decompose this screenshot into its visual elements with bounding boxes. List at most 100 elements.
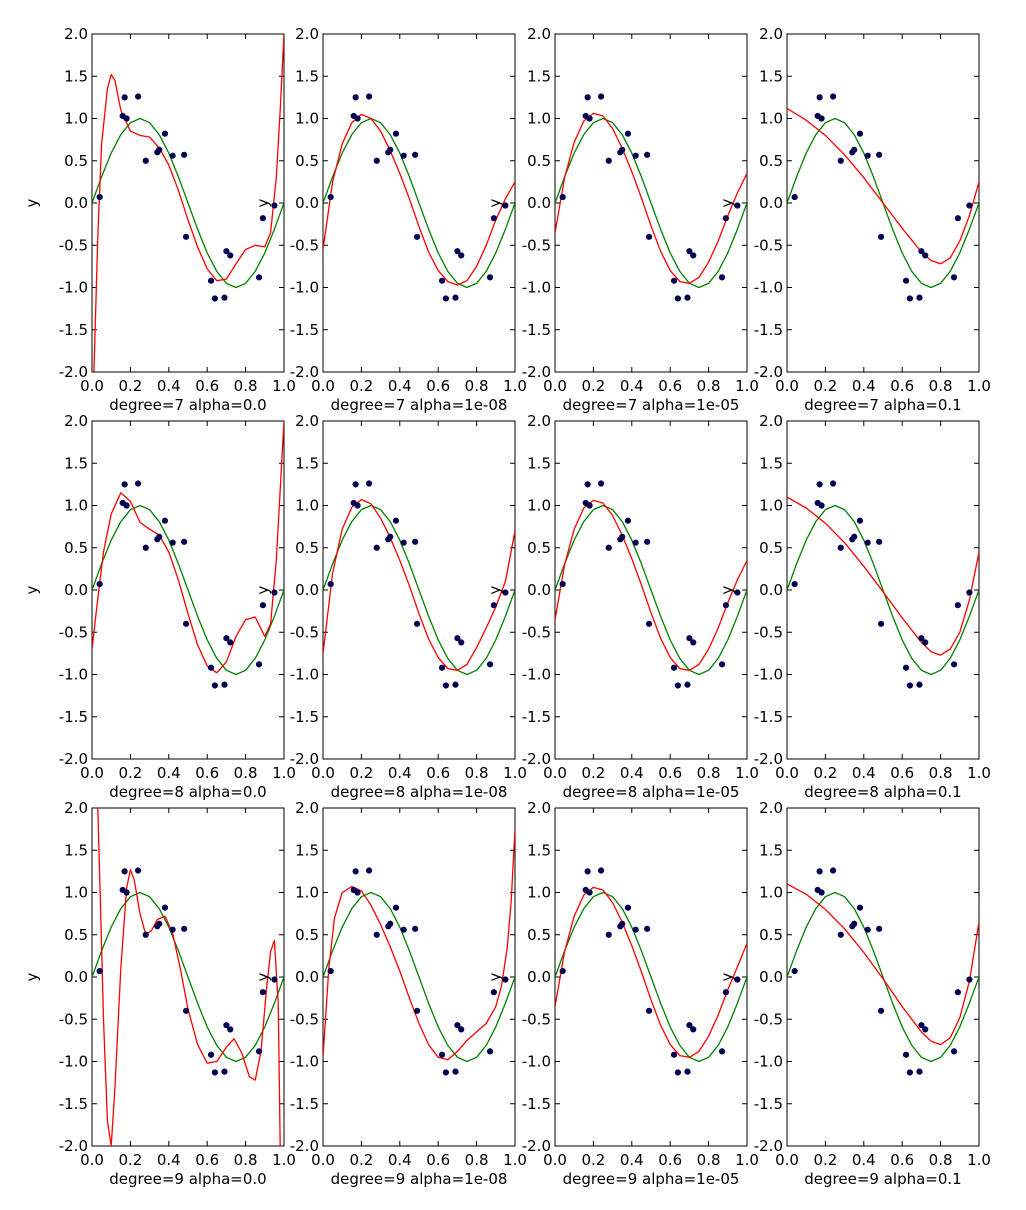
x-tick-label: 0.4	[620, 764, 644, 782]
y-tick-label: 0.5	[295, 539, 319, 557]
x-tick-label: 0.6	[195, 377, 219, 395]
data-point	[816, 868, 823, 875]
x-tick-label: 0.4	[388, 1151, 412, 1169]
x-tick-label: 0.2	[349, 377, 373, 395]
data-point	[722, 602, 729, 609]
data-point	[966, 976, 973, 983]
data-point	[718, 1048, 726, 1055]
data-point	[864, 926, 871, 933]
data-point	[876, 925, 883, 932]
x-tick-label: 0.0	[775, 764, 799, 782]
data-point	[686, 248, 693, 255]
data-point	[954, 215, 961, 222]
x-tick-label: 0.4	[852, 764, 876, 782]
y-tick-label: 0.0	[295, 194, 319, 212]
data-point	[674, 682, 681, 689]
x-tick-label: 0.8	[234, 377, 258, 395]
data-point	[916, 1068, 923, 1075]
y-tick-label: 1.0	[64, 884, 88, 902]
data-point	[96, 580, 103, 588]
y-tick-label: 2.0	[295, 412, 319, 430]
y-tick-label: 1.5	[64, 454, 88, 472]
y-tick-label: 0.0	[527, 194, 551, 212]
data-point	[718, 274, 726, 281]
y-tick-label: -1.5	[59, 321, 88, 339]
x-tick-label: 0.6	[890, 764, 914, 782]
data-point	[502, 589, 509, 596]
plot-area	[787, 480, 979, 689]
fitted-curve-line	[92, 421, 284, 674]
data-point	[121, 481, 128, 488]
y-tick-label: -1.5	[59, 1095, 88, 1113]
x-tick-label: 0.2	[813, 764, 837, 782]
data-point	[586, 889, 593, 896]
true-function-line	[92, 117, 284, 289]
x-tick-label: 0.0	[80, 764, 104, 782]
data-point	[632, 539, 639, 546]
data-point	[864, 152, 871, 159]
data-point	[559, 580, 566, 588]
data-point	[400, 152, 407, 159]
subplot: 0.0 0.2 0.4 0.6 0.8 1.0-2.0-1.5-1.0-0.50.00.5…	[486, 412, 759, 801]
data-point	[327, 193, 334, 201]
data-point	[442, 295, 449, 302]
y-tick-label: 1.0	[759, 110, 783, 128]
y-tick-label: 0.5	[527, 539, 551, 557]
y-tick-label: 1.0	[64, 110, 88, 128]
y-tick-label: 1.0	[295, 110, 319, 128]
x-tick-label: 1.0	[503, 1151, 527, 1169]
data-point	[922, 639, 929, 646]
data-point	[644, 925, 651, 932]
y-tick-label: 0.5	[759, 539, 783, 557]
x-tick-label: 1.0	[967, 1151, 991, 1169]
y-tick-label: 0.0	[759, 194, 783, 212]
y-tick-label: 1.5	[759, 67, 783, 85]
data-point	[734, 202, 741, 209]
x-tick-label: 0.8	[697, 1151, 721, 1169]
data-point	[392, 904, 400, 911]
y-tick-label: -2.0	[754, 750, 783, 768]
data-point	[207, 1051, 215, 1058]
data-point	[902, 1051, 910, 1058]
data-point	[181, 538, 188, 545]
y-tick-label: -1.0	[754, 666, 783, 684]
data-point	[161, 517, 169, 524]
true-function-line	[92, 504, 284, 676]
y-tick-label: 0.0	[295, 581, 319, 599]
x-axis-label: degree=7 alpha=0.0	[109, 396, 266, 414]
data-point	[142, 544, 149, 551]
x-tick-label: 0.8	[465, 377, 489, 395]
x-tick-label: 0.0	[80, 1151, 104, 1169]
data-point	[876, 151, 883, 158]
y-tick-label: -1.0	[522, 666, 551, 684]
y-axis-label: y	[254, 198, 272, 207]
subplot: 0.0 0.2 0.4 0.6 0.8 1.0-2.0-1.5-1.0-0.50.00.5…	[254, 412, 527, 801]
data-point	[877, 620, 885, 627]
data-point	[142, 157, 149, 164]
y-tick-label: 2.0	[527, 412, 551, 430]
data-point	[182, 233, 190, 240]
data-point	[413, 1007, 421, 1014]
y-axis-label: y	[486, 972, 504, 981]
data-point	[365, 480, 373, 487]
data-point	[686, 635, 693, 642]
y-tick-label: 2.0	[759, 799, 783, 817]
data-point	[373, 931, 380, 938]
data-point	[400, 539, 407, 546]
data-point	[722, 215, 729, 222]
y-tick-label: -0.5	[59, 1010, 88, 1028]
data-point	[791, 967, 798, 975]
data-point	[851, 533, 858, 540]
data-point	[597, 867, 605, 874]
x-tick-label: 0.6	[890, 377, 914, 395]
subplot: 0.0 0.2 0.4 0.6 0.8 1.0-2.0-1.5-1.0-0.50.00.5…	[486, 25, 759, 414]
data-point	[458, 1026, 465, 1033]
y-tick-label: 0.0	[295, 968, 319, 986]
data-point	[490, 215, 497, 222]
data-point	[156, 920, 163, 927]
y-tick-label: 0.5	[759, 926, 783, 944]
y-tick-label: 1.0	[527, 884, 551, 902]
data-point	[619, 920, 626, 927]
data-point	[365, 93, 373, 100]
